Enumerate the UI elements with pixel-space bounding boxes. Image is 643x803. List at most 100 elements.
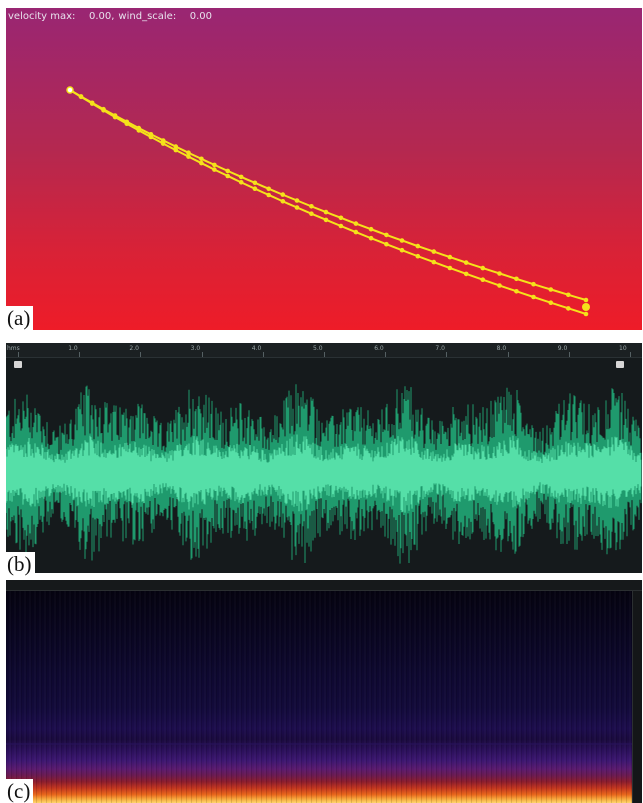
strand-node [447, 254, 453, 260]
strand-node [173, 147, 179, 153]
strand-node [415, 253, 421, 259]
waveform-editor[interactable]: hms 1.0 2.0 3.0 4.0 5.0 6.0 7.0 8.0 9.0 10 [6, 343, 642, 573]
ruler-tick-label: 9.0 [557, 345, 568, 352]
strand-node [212, 167, 217, 172]
strand-node [447, 265, 453, 271]
hud-readout: velocity max: 0.00, wind_scale: 0.00 [8, 11, 216, 22]
spectrogram-texture [6, 591, 642, 803]
hud-velocity-value: 0.00, [88, 11, 115, 22]
ruler-tick-mark [568, 352, 570, 357]
strand-node [199, 160, 204, 166]
panel-label-c: (c) [6, 779, 34, 803]
spectrogram-image [6, 591, 642, 803]
strand-node [252, 180, 258, 186]
strand-node [186, 150, 191, 155]
ruler-tick-label: 6.0 [374, 345, 384, 352]
ruler-tick-label: 10 [619, 345, 627, 352]
strand-node [309, 211, 314, 216]
ruler-tick-mark [630, 352, 631, 357]
ruler-tick-label: 7.0 [435, 345, 445, 352]
ruler-tick-mark [79, 352, 81, 357]
strand-node [531, 281, 536, 287]
strand-node [583, 297, 589, 303]
ruler-tick-label: 1.0 [68, 345, 78, 352]
ruler-tick-mark [446, 352, 448, 357]
hud-velocity-label: velocity max: [8, 11, 76, 22]
hud-wind-value: 0.00 [189, 11, 213, 22]
strand-node [212, 162, 217, 168]
ruler-tick-mark [201, 352, 203, 357]
strand-node [225, 168, 230, 174]
simulation-viewport[interactable]: velocity max: 0.00, wind_scale: 0.00 [6, 8, 642, 330]
gradient-background [6, 8, 642, 330]
strand-node [294, 198, 300, 203]
strand-node [78, 94, 84, 100]
strand-node [124, 121, 130, 126]
frequency-scale [632, 591, 642, 803]
time-ruler[interactable]: hms 1.0 2.0 3.0 4.0 5.0 6.0 7.0 8.0 9.0 10 [6, 343, 642, 358]
strand-node [548, 300, 554, 306]
strand-node [463, 260, 469, 265]
ruler-tick-label: 8.0 [496, 345, 507, 352]
strand-node [480, 277, 486, 283]
waveform-canvas[interactable] [6, 357, 642, 573]
strand-node [463, 271, 469, 277]
strand-node [480, 265, 486, 271]
strand-node [548, 287, 554, 292]
strand-node [89, 101, 95, 106]
strand-node [323, 209, 329, 215]
strand-node [294, 205, 300, 210]
strand-node [280, 192, 286, 197]
spectrogram-view[interactable] [6, 580, 642, 803]
strand-node [266, 186, 272, 192]
strand-node [399, 247, 405, 253]
strand-nodes [78, 94, 590, 317]
ruler-tick-label: 3.0 [190, 345, 201, 352]
panel-label-b: (b) [6, 552, 35, 576]
strand-node [225, 173, 230, 179]
strand-node [252, 186, 258, 191]
strand-canvas[interactable] [6, 8, 642, 330]
strand-node [431, 259, 437, 265]
strand-node [238, 174, 244, 180]
strand-node [497, 271, 502, 276]
ruler-tick-mark [507, 352, 509, 357]
strand-node [514, 289, 519, 294]
ruler-tick-label: hms [7, 345, 20, 352]
strand-node [309, 204, 314, 209]
strand-node [415, 243, 421, 249]
zoom-in-icon[interactable] [14, 361, 22, 368]
strand-node [338, 223, 344, 229]
strand-node [186, 154, 191, 159]
strand-upper-line [69, 89, 587, 301]
spectrogram-band [6, 743, 642, 745]
strand-node [566, 292, 571, 298]
strand-node [173, 144, 179, 149]
zoom-out-icon[interactable] [616, 361, 624, 368]
ruler-tick-label: 5.0 [313, 345, 323, 352]
strand-node [238, 180, 244, 185]
strand-node [497, 283, 502, 288]
strand-node [136, 128, 142, 133]
strand-node [531, 294, 536, 300]
spectrogram-toolbar [6, 580, 642, 591]
hud-wind-label: wind_scale: [118, 11, 177, 22]
ruler-tick-mark [140, 352, 142, 357]
ruler-tick-mark [18, 352, 19, 357]
ruler-tick-mark [262, 352, 264, 357]
strand-node [101, 108, 106, 113]
strand-node [353, 229, 359, 235]
strand-node [112, 114, 118, 120]
strand-node [280, 199, 286, 204]
strand-node [566, 306, 571, 311]
strand-node [399, 238, 405, 243]
ruler-tick-label: 2.0 [129, 345, 139, 352]
strand-node [338, 215, 344, 221]
strand-end-node[interactable] [582, 303, 590, 311]
strand-anchor-node[interactable] [66, 86, 74, 94]
ruler-tick-mark [324, 352, 325, 357]
strand-node [368, 226, 374, 232]
strand-node [266, 192, 272, 198]
strand-node [160, 141, 166, 146]
ruler-tick-label: 4.0 [251, 345, 262, 352]
